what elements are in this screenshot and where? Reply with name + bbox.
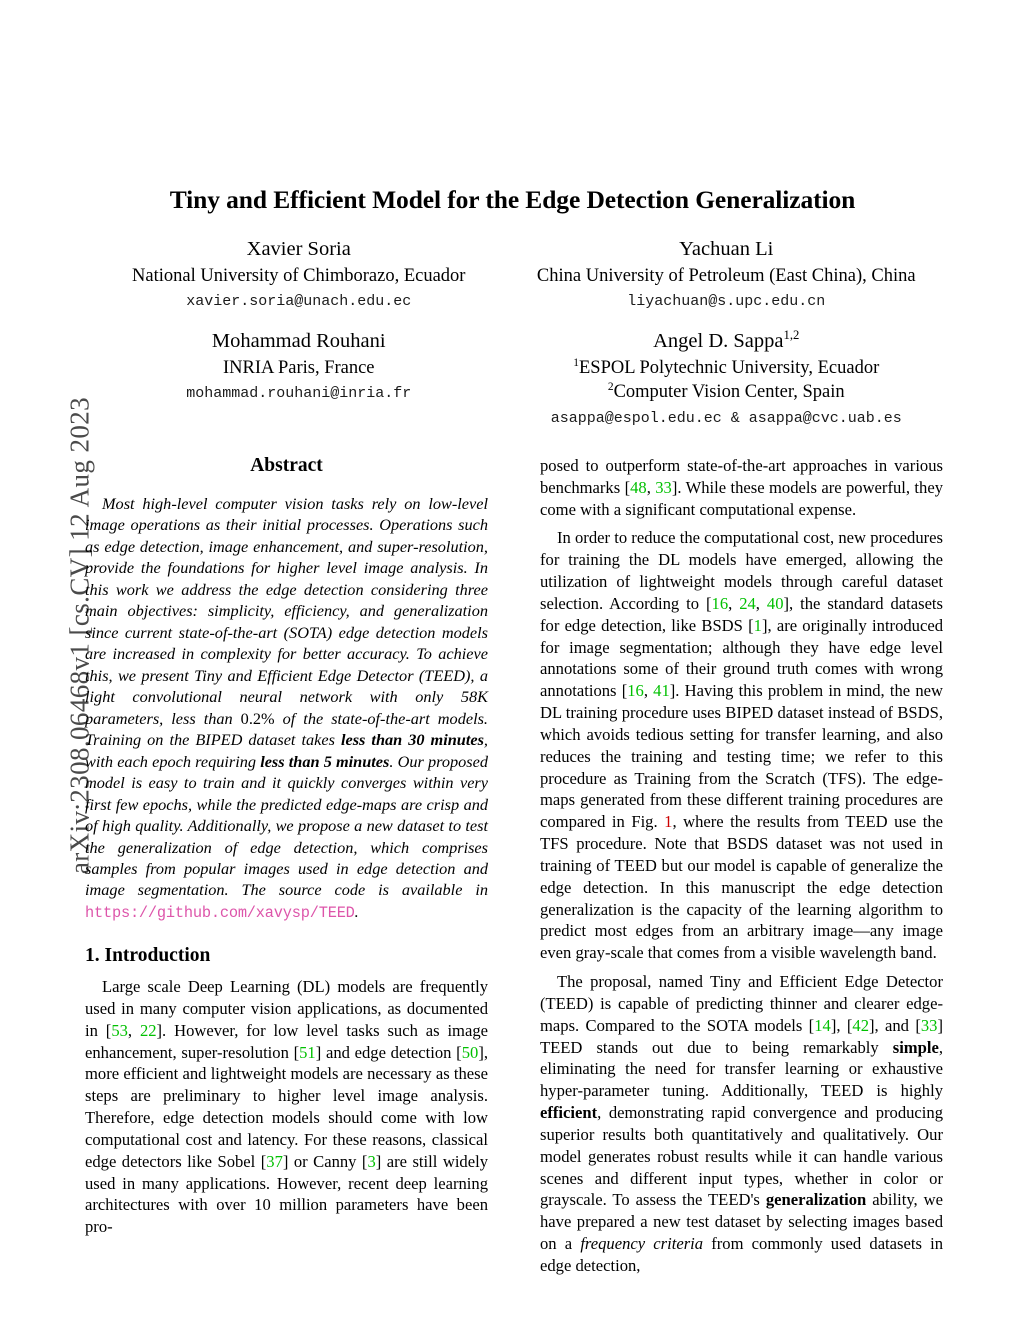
citation-51[interactable]: 51 <box>299 1042 316 1062</box>
abstract-text-d: , with each epoch requiring <box>85 730 488 771</box>
abstract-math-58k: 58K <box>460 687 488 707</box>
author-email[interactable]: mohammad.rouhani@inria.fr <box>186 385 412 403</box>
author-email[interactable]: xavier.soria@unach.edu.ec <box>186 293 412 311</box>
body-columns: Abstract Most high-level computer vision… <box>85 455 943 1275</box>
right-text-2d: ], the standard datasets for edge detect… <box>540 593 943 635</box>
citation-40[interactable]: 40 <box>766 593 784 613</box>
author-name-text: Angel D. Sappa <box>653 330 784 353</box>
citation-33[interactable]: 33 <box>655 477 672 497</box>
abstract-heading: Abstract <box>250 455 323 476</box>
right-sep-2b: , <box>755 593 767 613</box>
abstract-bold-30min: less than 30 minutes <box>340 730 484 750</box>
author-name: Angel D. Sappa1,2 <box>513 328 941 356</box>
citation-14[interactable]: 14 <box>814 1015 831 1035</box>
bold-efficient: efficient <box>540 1103 598 1123</box>
affiliation-text: ESPOL Polytechnic University, Ecuador <box>579 358 880 378</box>
author-yachuan-li: Yachuan Li China University of Petroleum… <box>513 236 941 312</box>
citation-42[interactable]: 42 <box>852 1015 869 1035</box>
bold-simple: simple <box>892 1037 939 1057</box>
right-text-3a: The proposal, named Tiny and Efficient E… <box>540 972 943 1035</box>
citation-41[interactable]: 41 <box>653 681 670 701</box>
right-sep-3b: ], and [ <box>868 1015 921 1035</box>
page-title: Tiny and Efficient Model for the Edge De… <box>169 185 856 215</box>
author-affiliation: China University of Petroleum (East Chin… <box>536 265 916 286</box>
author-affiliation-2: 2Computer Vision Center, Spain <box>513 380 941 404</box>
author-name: Mohammad Rouhani <box>211 330 386 353</box>
author-affiliation: National University of Chimborazo, Ecuad… <box>132 265 466 286</box>
citation-22[interactable]: 22 <box>139 1020 157 1040</box>
citation-1[interactable]: 1 <box>753 615 762 635</box>
citation-50[interactable]: 50 <box>461 1042 479 1062</box>
right-sep-2c: , <box>643 681 654 701</box>
author-name: Xavier Soria <box>246 238 351 260</box>
abstract-text-a: Most high-level computer vision tasks re… <box>85 494 488 707</box>
right-text-2a: In order to reduce the computational cos… <box>540 528 943 613</box>
citation-53[interactable]: 53 <box>111 1020 128 1040</box>
right-paragraph-3: The proposal, named Tiny and Efficient E… <box>540 971 943 1277</box>
abstract-text-c: of the state-of-the-art models. Training… <box>85 708 488 750</box>
introduction-paragraph-1: Large scale Deep Learning (DL) models ar… <box>85 976 488 1238</box>
author-block: Xavier Soria National University of Chim… <box>85 236 940 427</box>
source-code-url-link[interactable]: https://github.com/xavysp/TEED <box>85 903 355 922</box>
right-text-2h: , where the results from TEED use the TF… <box>540 812 944 963</box>
right-sep-3a: ], [ <box>830 1015 853 1035</box>
intro-text-e: ], more efficient and lightweight models… <box>85 1042 488 1171</box>
author-email[interactable]: liyachuan@s.upc.edu.cn <box>627 293 826 311</box>
right-paragraph-1: posed to outperform state-of-the-art app… <box>540 455 943 520</box>
author-row-2: Mohammad Rouhani INRIA Paris, France moh… <box>85 328 940 404</box>
right-text-2e: ], are originally introduced for image s… <box>540 615 943 701</box>
right-paragraph-2: In order to reduce the computational cos… <box>540 527 943 964</box>
citation-16b[interactable]: 16 <box>627 681 644 701</box>
author-affiliation-marker: 1,2 <box>783 328 800 343</box>
intro-text-g: ] are still widely used in many applicat… <box>85 1151 488 1237</box>
right-text-2g: ]. Having this problem in mind, the new … <box>540 681 944 832</box>
abstract-paragraph: Most high-level computer vision tasks re… <box>85 493 488 923</box>
author-name: Yachuan Li <box>679 238 774 260</box>
italic-frequency-criteria: frequency criteria <box>580 1233 704 1253</box>
author-affiliation: INRIA Paris, France <box>222 358 375 378</box>
right-text-3e: , eliminating the need for transfer lear… <box>540 1037 943 1101</box>
right-text-1c: ]. While these models are powerful, they… <box>540 477 943 519</box>
left-column: Abstract Most high-level computer vision… <box>85 455 488 1236</box>
bold-generalization: generalization <box>765 1190 867 1210</box>
author-affiliation-1: 1ESPOL Polytechnic University, Ecuador <box>513 356 941 380</box>
right-sep-1: , <box>646 477 656 497</box>
right-text-1a: posed to outperform state-of-the-art app… <box>540 456 943 497</box>
citation-48[interactable]: 48 <box>630 477 647 497</box>
author-row-spacer <box>85 312 940 328</box>
abstract-bold-5min: less than 5 minutes <box>260 751 390 771</box>
citation-33b[interactable]: 33 <box>920 1015 938 1035</box>
abstract-text-e: . Our proposed model is easy to train an… <box>85 751 488 900</box>
right-sep-2a: , <box>728 593 740 613</box>
citation-3[interactable]: 3 <box>367 1151 376 1171</box>
right-column: posed to outperform state-of-the-art app… <box>540 455 943 1275</box>
author-mohammad-rouhani: Mohammad Rouhani INRIA Paris, France moh… <box>85 328 513 404</box>
right-text-3f: , demonstrating rapid convergence and pr… <box>540 1103 943 1210</box>
abstract-text-f: . <box>354 901 359 921</box>
author-angel-sappa: Angel D. Sappa1,2 1ESPOL Polytechnic Uni… <box>513 328 941 404</box>
author-xavier-soria: Xavier Soria National University of Chim… <box>85 236 513 312</box>
right-text-3h: from commonly used datasets in edge dete… <box>540 1233 943 1275</box>
sappa-email-row: asappa@espol.edu.ec & asappa@cvc.uab.es <box>85 410 940 427</box>
affiliation-text: Computer Vision Center, Spain <box>613 382 845 403</box>
right-text-3d: ] TEED stands out due to being remarkabl… <box>540 1015 943 1057</box>
citation-24[interactable]: 24 <box>739 593 756 613</box>
abstract-math-percent: 0.2% <box>240 708 275 728</box>
intro-text-c: ]. However, for low level tasks such as … <box>85 1020 488 1062</box>
right-text-3g: ability, we have prepared a new test dat… <box>540 1190 943 1253</box>
intro-sep-1: , <box>127 1020 140 1040</box>
affiliation-marker-2: 2 <box>607 381 614 394</box>
introduction-heading: 1. Introduction <box>85 945 211 967</box>
intro-text-d: ] and edge detection [ <box>315 1042 462 1062</box>
intro-text-f: ] or Canny [ <box>282 1151 368 1171</box>
citation-37[interactable]: 37 <box>266 1151 283 1171</box>
affiliation-marker-1: 1 <box>573 356 579 369</box>
citation-16[interactable]: 16 <box>711 593 729 613</box>
author-row-1: Xavier Soria National University of Chim… <box>85 236 940 312</box>
intro-text-a: Large scale Deep Learning (DL) models ar… <box>85 977 488 1040</box>
figure-reference-1[interactable]: 1 <box>664 812 673 832</box>
abstract-text-b: parameters, less than <box>85 708 241 728</box>
sappa-email-text[interactable]: asappa@espol.edu.ec & asappa@cvc.uab.es <box>550 409 902 427</box>
